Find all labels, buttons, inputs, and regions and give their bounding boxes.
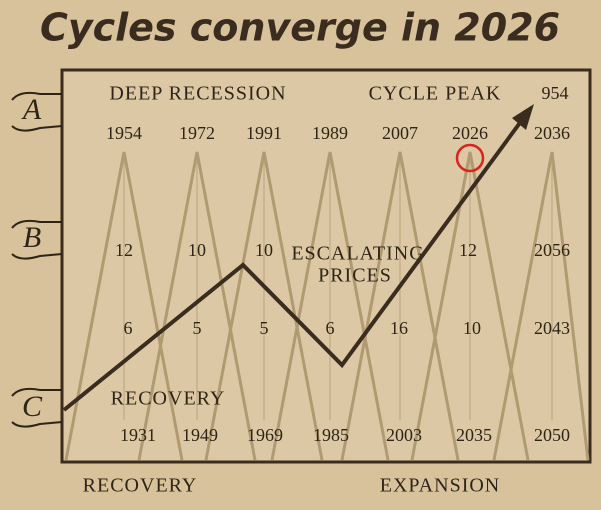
bottom-years: 2003 — [386, 425, 422, 445]
cycle-triangle — [204, 151, 324, 461]
middle-lower: 5 — [193, 318, 202, 338]
side-label: B — [23, 221, 41, 254]
cycle-triangle — [492, 151, 590, 461]
cycle-triangle — [340, 151, 460, 461]
bottom-years: 1949 — [182, 425, 218, 445]
top-years: 1991 — [246, 123, 282, 143]
arrow-head — [512, 104, 534, 130]
top-years: 1989 — [312, 123, 348, 143]
bottom-years: 1931 — [120, 425, 156, 445]
middle-lower: 6 — [124, 318, 133, 338]
top-label: 954 — [542, 83, 569, 103]
cycle-triangles — [64, 151, 590, 461]
middle-lower: 6 — [326, 318, 335, 338]
highlight-circle — [455, 143, 485, 173]
top-years: 1954 — [106, 123, 142, 143]
side-label: A — [21, 93, 42, 126]
bottom-years: 2035 — [456, 425, 492, 445]
bottom-years: 1969 — [247, 425, 283, 445]
cycle-triangle — [270, 151, 390, 461]
middle-lower: 5 — [260, 318, 269, 338]
footer-label: RECOVERY — [83, 475, 198, 497]
top-years: 1972 — [179, 123, 215, 143]
marker-a — [11, 91, 63, 132]
side-label: C — [22, 390, 43, 423]
footer-label: EXPANSION — [380, 475, 501, 497]
cycle-triangle — [64, 151, 184, 461]
top-years: 2036 — [534, 123, 570, 143]
side-markers — [11, 91, 63, 428]
top-label: CYCLE PEAK — [369, 83, 502, 105]
middle-upper: 10 — [255, 240, 273, 260]
cycle-triangle — [137, 151, 257, 461]
trend-arrow — [62, 118, 524, 412]
inner-label: RECOVERY — [111, 388, 226, 410]
bottom-years: 1985 — [313, 425, 349, 445]
middle-upper: 12 — [115, 240, 133, 260]
middle-lower: 10 — [463, 318, 481, 338]
bottom-years: 2050 — [534, 425, 570, 445]
marker-b — [11, 219, 63, 260]
middle-label: ESCALATING — [291, 243, 424, 265]
middle-upper: 2056 — [534, 240, 570, 260]
middle-lower: 2043 — [534, 318, 570, 338]
top-years: 2026 — [452, 123, 488, 143]
middle-upper: 10 — [188, 240, 206, 260]
top-years: 2007 — [382, 123, 418, 143]
middle-lower: 16 — [390, 318, 408, 338]
cycle-triangle — [410, 151, 530, 461]
middle-upper: 12 — [459, 240, 477, 260]
marker-c — [11, 387, 63, 428]
title: Cycles converge in 2026 — [40, 6, 560, 50]
top-label: DEEP RECESSION — [109, 83, 286, 105]
middle-label: PRICES — [318, 265, 392, 287]
